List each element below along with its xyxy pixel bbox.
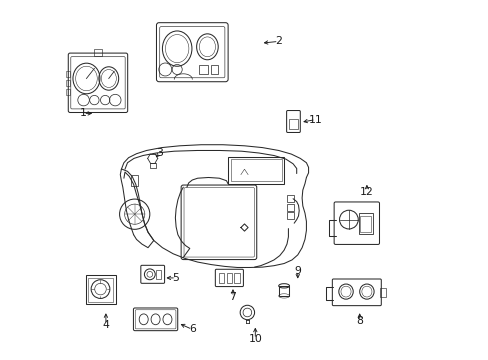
Bar	[360, 216, 370, 232]
Bar	[94, 49, 102, 55]
Text: 9: 9	[294, 266, 301, 276]
Bar	[286, 195, 294, 202]
Bar	[278, 286, 289, 296]
Bar	[218, 273, 224, 283]
Text: 2: 2	[275, 36, 282, 46]
Bar	[226, 273, 232, 283]
Text: 7: 7	[229, 292, 236, 302]
Bar	[230, 159, 282, 181]
Text: 6: 6	[188, 324, 195, 334]
Bar	[286, 212, 294, 219]
Bar	[228, 157, 284, 184]
Bar	[211, 65, 218, 74]
Bar	[234, 273, 240, 283]
Bar	[286, 204, 294, 211]
Bar	[155, 270, 161, 279]
Bar	[65, 71, 70, 77]
Bar	[65, 89, 70, 95]
Bar	[86, 275, 115, 304]
Text: 12: 12	[359, 186, 373, 197]
Bar	[199, 65, 208, 74]
Bar	[358, 213, 372, 234]
Bar	[88, 278, 113, 302]
Text: 10: 10	[248, 334, 262, 344]
Text: 4: 4	[102, 320, 109, 330]
Text: 5: 5	[172, 273, 179, 283]
Text: 1: 1	[80, 108, 86, 118]
Bar	[149, 163, 155, 168]
Bar	[288, 119, 297, 129]
Bar	[380, 288, 385, 297]
Bar	[131, 175, 138, 186]
Text: 8: 8	[356, 316, 363, 326]
Text: 11: 11	[308, 114, 322, 125]
Text: 3: 3	[156, 148, 163, 158]
Bar	[65, 80, 70, 86]
